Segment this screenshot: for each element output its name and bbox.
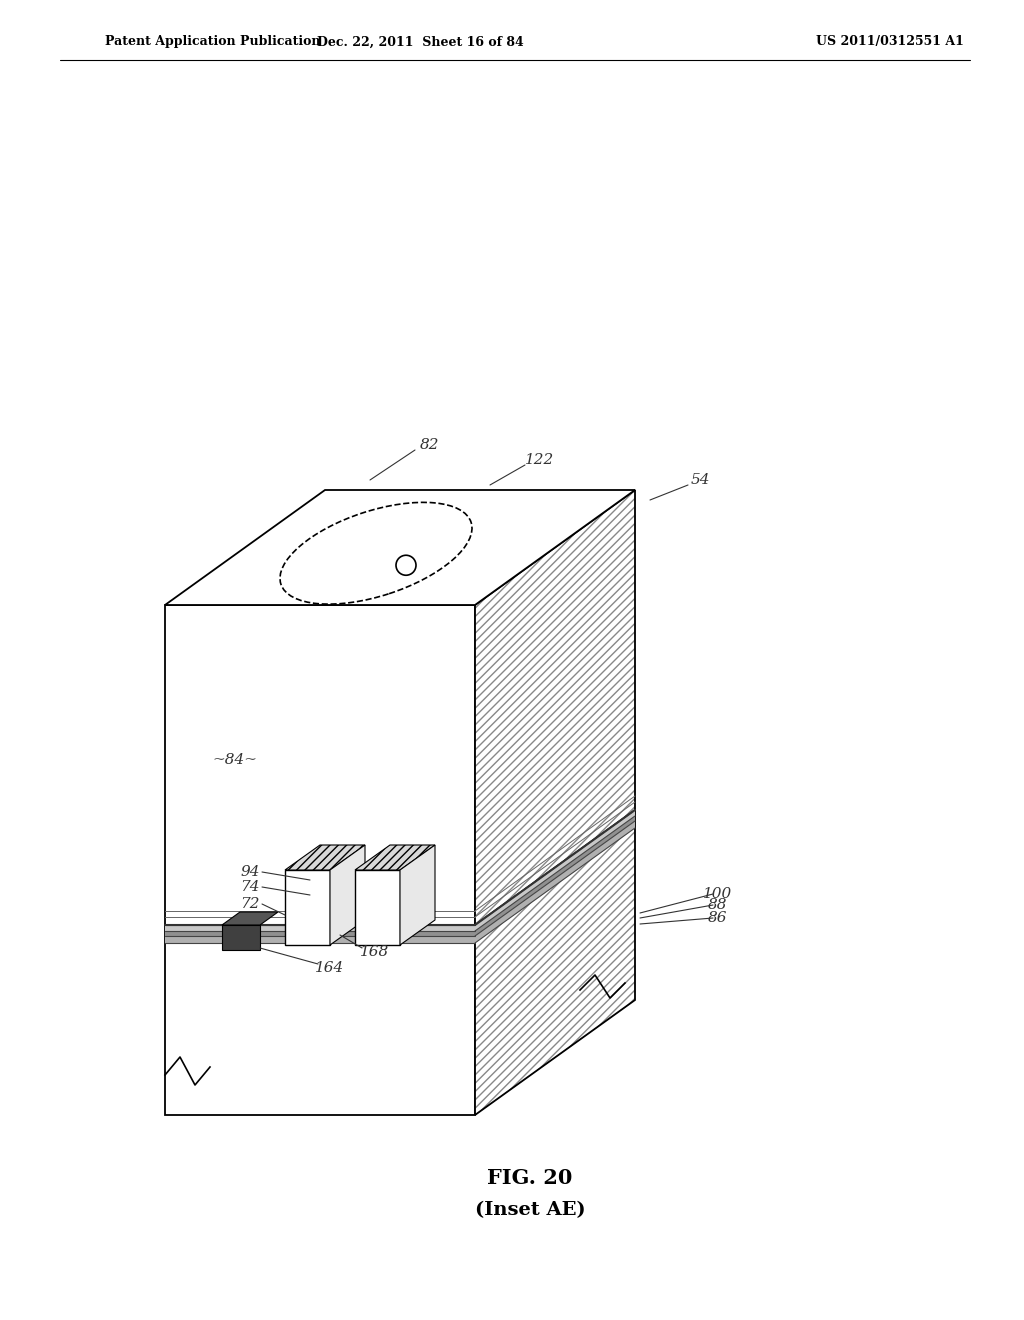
Text: FIG. 20: FIG. 20 (487, 1168, 572, 1188)
Polygon shape (285, 870, 330, 945)
Text: ~84~: ~84~ (213, 752, 257, 767)
Polygon shape (165, 490, 635, 605)
Text: 88: 88 (709, 898, 728, 912)
Text: 74: 74 (241, 880, 260, 894)
Polygon shape (475, 821, 635, 942)
Polygon shape (222, 912, 278, 925)
Polygon shape (165, 936, 475, 942)
Text: 164: 164 (315, 961, 345, 975)
Text: 94: 94 (241, 865, 260, 879)
Polygon shape (355, 845, 435, 870)
Text: 54: 54 (690, 473, 710, 487)
Polygon shape (475, 490, 635, 925)
Text: (Inset AE): (Inset AE) (475, 1201, 586, 1218)
Polygon shape (165, 925, 475, 1115)
Text: US 2011/0312551 A1: US 2011/0312551 A1 (816, 36, 964, 49)
Polygon shape (330, 845, 365, 945)
Polygon shape (285, 845, 365, 870)
Polygon shape (222, 925, 260, 950)
Text: Patent Application Publication: Patent Application Publication (105, 36, 321, 49)
Polygon shape (165, 925, 475, 931)
Text: 72: 72 (241, 898, 260, 911)
Polygon shape (400, 845, 435, 945)
Polygon shape (475, 816, 635, 936)
Text: 86: 86 (709, 911, 728, 925)
Polygon shape (165, 931, 475, 936)
Text: 100: 100 (703, 887, 732, 902)
Text: 122: 122 (525, 453, 555, 467)
Text: 82: 82 (420, 438, 439, 451)
Polygon shape (165, 605, 475, 925)
Polygon shape (475, 810, 635, 931)
Polygon shape (355, 870, 400, 945)
Text: 168: 168 (360, 945, 389, 960)
Polygon shape (475, 810, 635, 1115)
Text: Dec. 22, 2011  Sheet 16 of 84: Dec. 22, 2011 Sheet 16 of 84 (316, 36, 523, 49)
